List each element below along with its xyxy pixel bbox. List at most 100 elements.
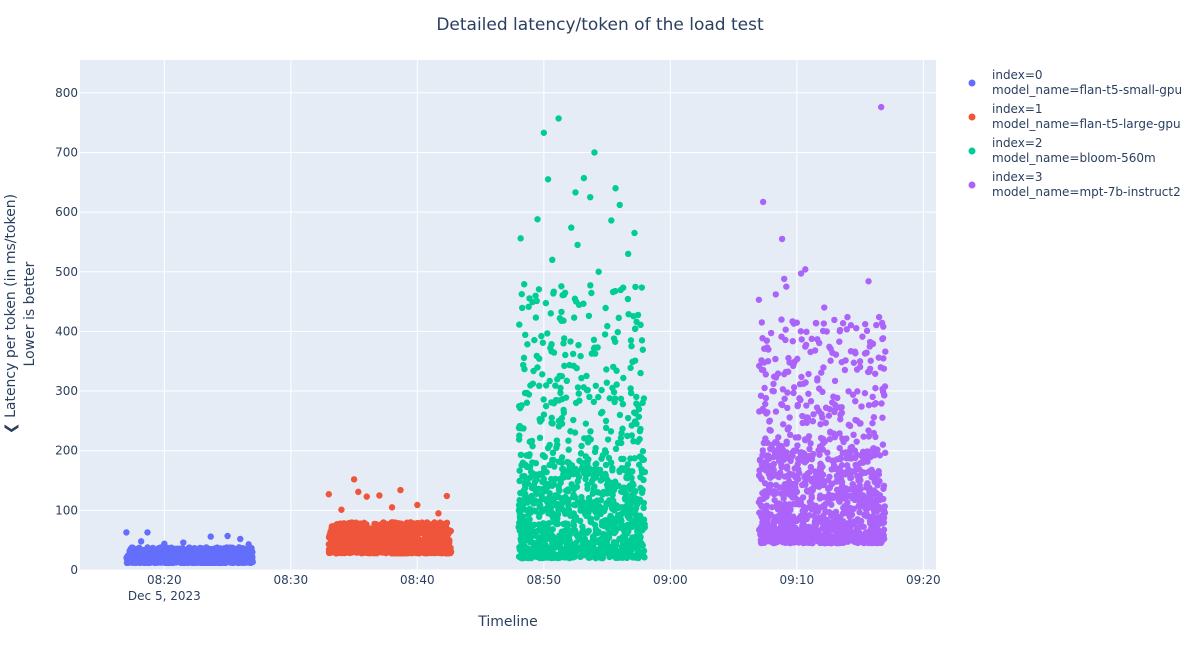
- data-point: [537, 486, 544, 493]
- data-point: [759, 405, 767, 413]
- data-point: [634, 438, 641, 445]
- data-point: [641, 554, 648, 561]
- data-point: [397, 486, 404, 494]
- data-point: [334, 545, 341, 552]
- data-point: [377, 527, 384, 534]
- data-point: [547, 344, 554, 352]
- data-point: [598, 455, 605, 462]
- data-point: [795, 531, 803, 539]
- data-point: [587, 436, 594, 443]
- data-point: [177, 556, 185, 564]
- data-point: [540, 396, 547, 403]
- data-point: [542, 382, 550, 389]
- data-point: [863, 327, 871, 335]
- data-point: [841, 366, 849, 374]
- data-point: [536, 434, 544, 442]
- data-point: [865, 433, 873, 440]
- data-point: [525, 303, 532, 311]
- data-point: [517, 451, 525, 459]
- data-point: [580, 551, 587, 558]
- data-point: [408, 525, 415, 532]
- data-point: [639, 542, 646, 549]
- data-point: [627, 389, 635, 397]
- data-point: [777, 510, 784, 518]
- data-point: [802, 525, 809, 532]
- data-point: [633, 393, 640, 401]
- data-point: [418, 548, 426, 555]
- legend[interactable]: index=0model_name=flan-t5-small-gpuindex…: [968, 68, 1183, 199]
- data-point: [389, 549, 396, 557]
- data-point: [833, 538, 840, 546]
- data-point: [794, 401, 802, 409]
- data-point: [447, 527, 455, 535]
- data-point: [540, 464, 548, 472]
- y-axis-title-line1: ❮ Latency per token (in ms/token): [3, 194, 19, 434]
- data-point: [185, 546, 192, 554]
- data-point: [817, 466, 824, 473]
- data-point: [832, 351, 840, 358]
- data-point: [521, 485, 529, 492]
- x-tick-label: 08:30: [274, 573, 309, 587]
- data-point: [814, 336, 821, 343]
- data-point: [818, 532, 825, 539]
- data-point: [633, 544, 640, 552]
- data-point: [797, 500, 805, 508]
- data-point: [843, 455, 850, 462]
- data-point: [546, 493, 553, 501]
- data-point: [553, 444, 560, 452]
- data-point: [619, 554, 626, 561]
- data-point: [813, 527, 821, 534]
- data-point: [770, 517, 778, 524]
- data-point: [824, 538, 831, 546]
- data-point: [215, 545, 222, 553]
- series-2-points: [515, 115, 649, 562]
- data-point: [781, 395, 788, 402]
- data-point: [807, 463, 815, 471]
- data-point: [615, 314, 622, 322]
- data-point: [612, 445, 620, 453]
- data-point: [602, 417, 610, 425]
- x-tick-label: 08:20: [147, 573, 182, 587]
- data-point: [608, 217, 615, 224]
- y-tick-label: 600: [55, 205, 78, 219]
- data-point: [572, 189, 579, 196]
- legend-marker: [968, 147, 976, 155]
- data-point: [756, 496, 764, 503]
- data-point: [169, 559, 177, 566]
- data-point: [618, 543, 625, 551]
- data-point: [557, 389, 564, 397]
- data-point: [864, 502, 872, 509]
- data-point: [820, 440, 827, 447]
- data-point: [805, 370, 812, 378]
- data-point: [516, 509, 523, 517]
- data-point: [424, 531, 432, 539]
- data-point: [784, 404, 791, 412]
- data-point: [517, 424, 525, 432]
- data-point: [394, 520, 402, 527]
- data-point: [770, 380, 777, 388]
- data-point: [520, 544, 528, 552]
- data-point: [867, 357, 874, 364]
- data-point: [611, 478, 619, 485]
- data-point: [533, 527, 541, 535]
- data-point: [830, 430, 838, 437]
- data-point: [807, 398, 815, 405]
- data-point: [599, 408, 606, 416]
- data-point: [839, 525, 846, 532]
- data-point: [624, 250, 632, 258]
- data-point: [544, 176, 552, 183]
- data-point: [552, 382, 559, 389]
- data-point: [402, 528, 410, 535]
- data-point: [638, 489, 646, 496]
- data-point: [571, 494, 579, 501]
- data-point: [784, 389, 791, 396]
- data-point: [624, 295, 632, 303]
- data-point: [582, 475, 589, 483]
- data-point: [546, 441, 553, 449]
- data-point: [783, 283, 790, 290]
- data-point: [759, 489, 766, 497]
